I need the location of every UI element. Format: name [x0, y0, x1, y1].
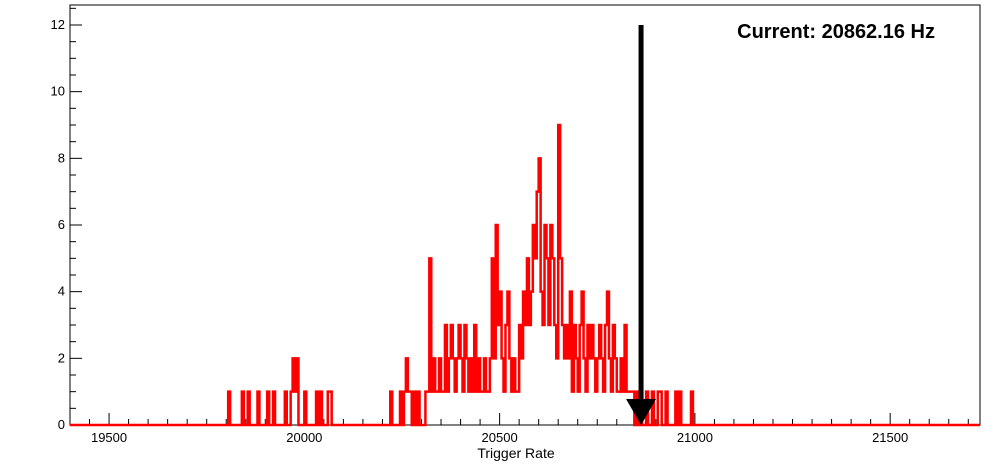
histogram-bin	[623, 392, 625, 425]
histogram-bin	[586, 392, 588, 425]
histogram-bin	[572, 392, 574, 425]
histogram-bin	[556, 358, 558, 425]
histogram-bin	[455, 392, 457, 425]
histogram-bin	[498, 325, 500, 425]
histogram-bin	[482, 392, 484, 425]
histogram-bin	[463, 392, 465, 425]
x-tick-label: 20000	[286, 430, 322, 445]
marker-arrowhead	[626, 399, 657, 425]
histogram-bin	[535, 258, 537, 425]
histogram-bin	[529, 325, 531, 425]
x-tick-label: 21500	[872, 430, 908, 445]
histogram-bin	[295, 392, 297, 425]
x-tick-label: 20500	[482, 430, 518, 445]
histogram-bin	[408, 392, 410, 425]
histogram-bin	[548, 325, 550, 425]
histogram-bin	[525, 325, 527, 425]
histogram-bin	[543, 325, 545, 425]
y-tick-label: 10	[51, 84, 65, 99]
y-tick-label: 4	[58, 284, 65, 299]
histogram-bin	[431, 392, 433, 425]
y-tick-label: 6	[58, 217, 65, 232]
plot-frame	[69, 4, 981, 426]
histogram-outline	[70, 123, 980, 427]
histogram-bin	[427, 392, 429, 425]
histogram-bin	[515, 392, 517, 425]
histogram-bin	[486, 392, 488, 425]
y-tick-label: 0	[58, 417, 65, 432]
histogram-bin	[476, 392, 478, 425]
current-rate-marker	[626, 25, 657, 425]
histogram-bin	[437, 392, 439, 425]
histogram-bin	[447, 392, 449, 425]
current-rate-annotation: Current: 20862.16 Hz	[737, 21, 935, 43]
histogram-bin	[488, 392, 490, 425]
x-tick-label: 19500	[91, 430, 127, 445]
histogram-bin	[435, 392, 437, 425]
y-tick-label: 12	[51, 17, 65, 32]
histogram-bin	[472, 392, 474, 425]
histogram-bin	[511, 392, 513, 425]
histogram-bin	[443, 392, 445, 425]
y-tick-label: 8	[58, 150, 65, 165]
histogram-bin	[627, 392, 629, 425]
histogram-bin	[611, 392, 613, 425]
axis-ticks: 0 2 4 6 8 10 12 19500 20000 20500 21000 21500	[51, 7, 969, 445]
histogram-bin	[494, 358, 496, 425]
histogram-bin	[619, 392, 621, 425]
histogram-bin	[504, 392, 506, 425]
histogram-series	[70, 123, 980, 427]
histogram-bin	[628, 392, 630, 425]
y-tick-label: 2	[58, 350, 65, 365]
histogram-bin	[603, 392, 605, 425]
histogram-bin	[589, 358, 591, 425]
histogram-bin	[468, 392, 470, 425]
histogram-bin	[521, 358, 523, 425]
histogram-bin	[568, 358, 570, 425]
x-axis-label: Trigger Rate	[477, 445, 555, 461]
histogram-bin	[564, 358, 566, 425]
x-tick-label: 21000	[677, 430, 713, 445]
